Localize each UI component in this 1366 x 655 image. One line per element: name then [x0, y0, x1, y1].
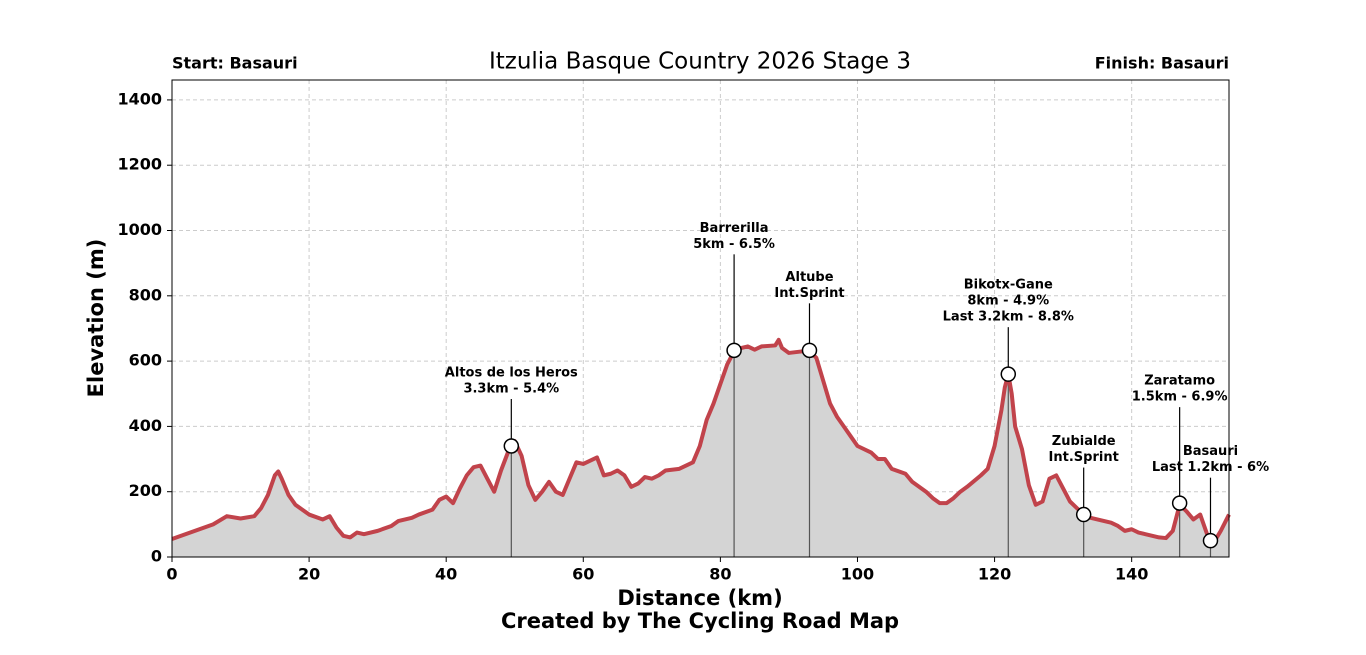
x-tick-label: 80: [709, 565, 731, 584]
y-tick-label: 1400: [117, 89, 162, 108]
y-tick-label: 600: [129, 351, 162, 370]
x-axis-label: Distance (km): [617, 586, 782, 610]
climb-marker: [801, 342, 818, 359]
annotation-label: Altos de los Heros: [445, 365, 578, 380]
climb-marker: [1075, 506, 1092, 523]
climb-marker: [503, 438, 520, 454]
y-axis-label: Elevation (m): [84, 239, 108, 398]
y-tick-label: 400: [129, 416, 162, 435]
x-tick-label: 120: [978, 565, 1011, 584]
climb-marker: [1171, 495, 1188, 511]
annotation-label: 5km - 6.5%: [693, 237, 775, 252]
y-tick-label: 1200: [117, 155, 162, 174]
annotation-label: Last 1.2km - 6%: [1152, 460, 1269, 475]
annotation-label: Int.Sprint: [1049, 450, 1119, 465]
x-tick-label: 0: [166, 565, 177, 584]
annotation-label: Zubialde: [1052, 434, 1116, 449]
annotation-label: Barrerilla: [700, 221, 769, 236]
plot-frame: [171, 79, 1230, 558]
x-tick-label: 140: [1115, 565, 1148, 584]
climb-marker: [1202, 532, 1219, 549]
annotation-label: 3.3km - 5.4%: [463, 381, 559, 396]
chart-title: Itzulia Basque Country 2026 Stage 3: [489, 49, 911, 75]
x-tick-label: 100: [841, 565, 874, 584]
y-tick-label: 0: [151, 547, 162, 566]
x-tick-label: 20: [298, 565, 320, 584]
climb-marker: [1000, 366, 1017, 382]
annotation-label: 8km - 4.9%: [967, 294, 1049, 309]
footer: Created by The Cycling Road Map: [501, 609, 899, 633]
x-tick-label: 60: [572, 565, 594, 584]
y-tick-label: 800: [129, 285, 162, 304]
finish-label: Finish: Basauri: [1095, 54, 1229, 73]
x-tick-label: 40: [435, 565, 457, 584]
annotation-label: Last 3.2km - 8.8%: [943, 310, 1074, 325]
annotation-label: Int.Sprint: [774, 286, 844, 301]
annotation-label: Bikotx-Gane: [964, 278, 1053, 293]
annotation-label: 1.5km - 6.9%: [1132, 390, 1228, 405]
y-tick-label: 1000: [117, 220, 162, 239]
start-label: Start: Basauri: [172, 54, 298, 73]
annotation-label: Altube: [785, 270, 833, 285]
annotation-label: Basauri: [1183, 444, 1238, 459]
annotation-label: Zaratamo: [1144, 374, 1215, 389]
y-tick-label: 200: [129, 481, 162, 500]
climb-marker: [726, 342, 742, 359]
